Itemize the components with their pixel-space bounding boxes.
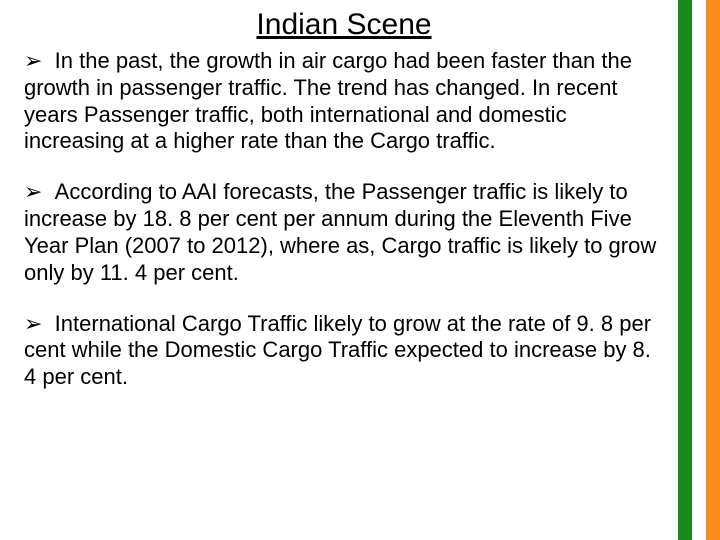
bullet-text: In the past, the growth in air cargo had… [24,48,632,153]
bullet-glyph: ➢ [24,311,42,336]
stripe-white [692,0,706,540]
bullet-item: ➢ International Cargo Traffic likely to … [24,311,664,391]
bullet-text: According to AAI forecasts, the Passenge… [24,179,656,284]
bullet-item: ➢ In the past, the growth in air cargo h… [24,48,664,155]
slide-content: Indian Scene ➢ In the past, the growth i… [24,8,664,415]
bullet-item: ➢ According to AAI forecasts, the Passen… [24,179,664,286]
bullet-text: International Cargo Traffic likely to gr… [24,311,651,390]
bullet-glyph: ➢ [24,179,42,204]
flag-stripes [678,0,720,540]
stripe-green [678,0,692,540]
stripe-orange [706,0,720,540]
slide-title: Indian Scene [24,8,664,42]
bullet-glyph: ➢ [24,48,42,73]
